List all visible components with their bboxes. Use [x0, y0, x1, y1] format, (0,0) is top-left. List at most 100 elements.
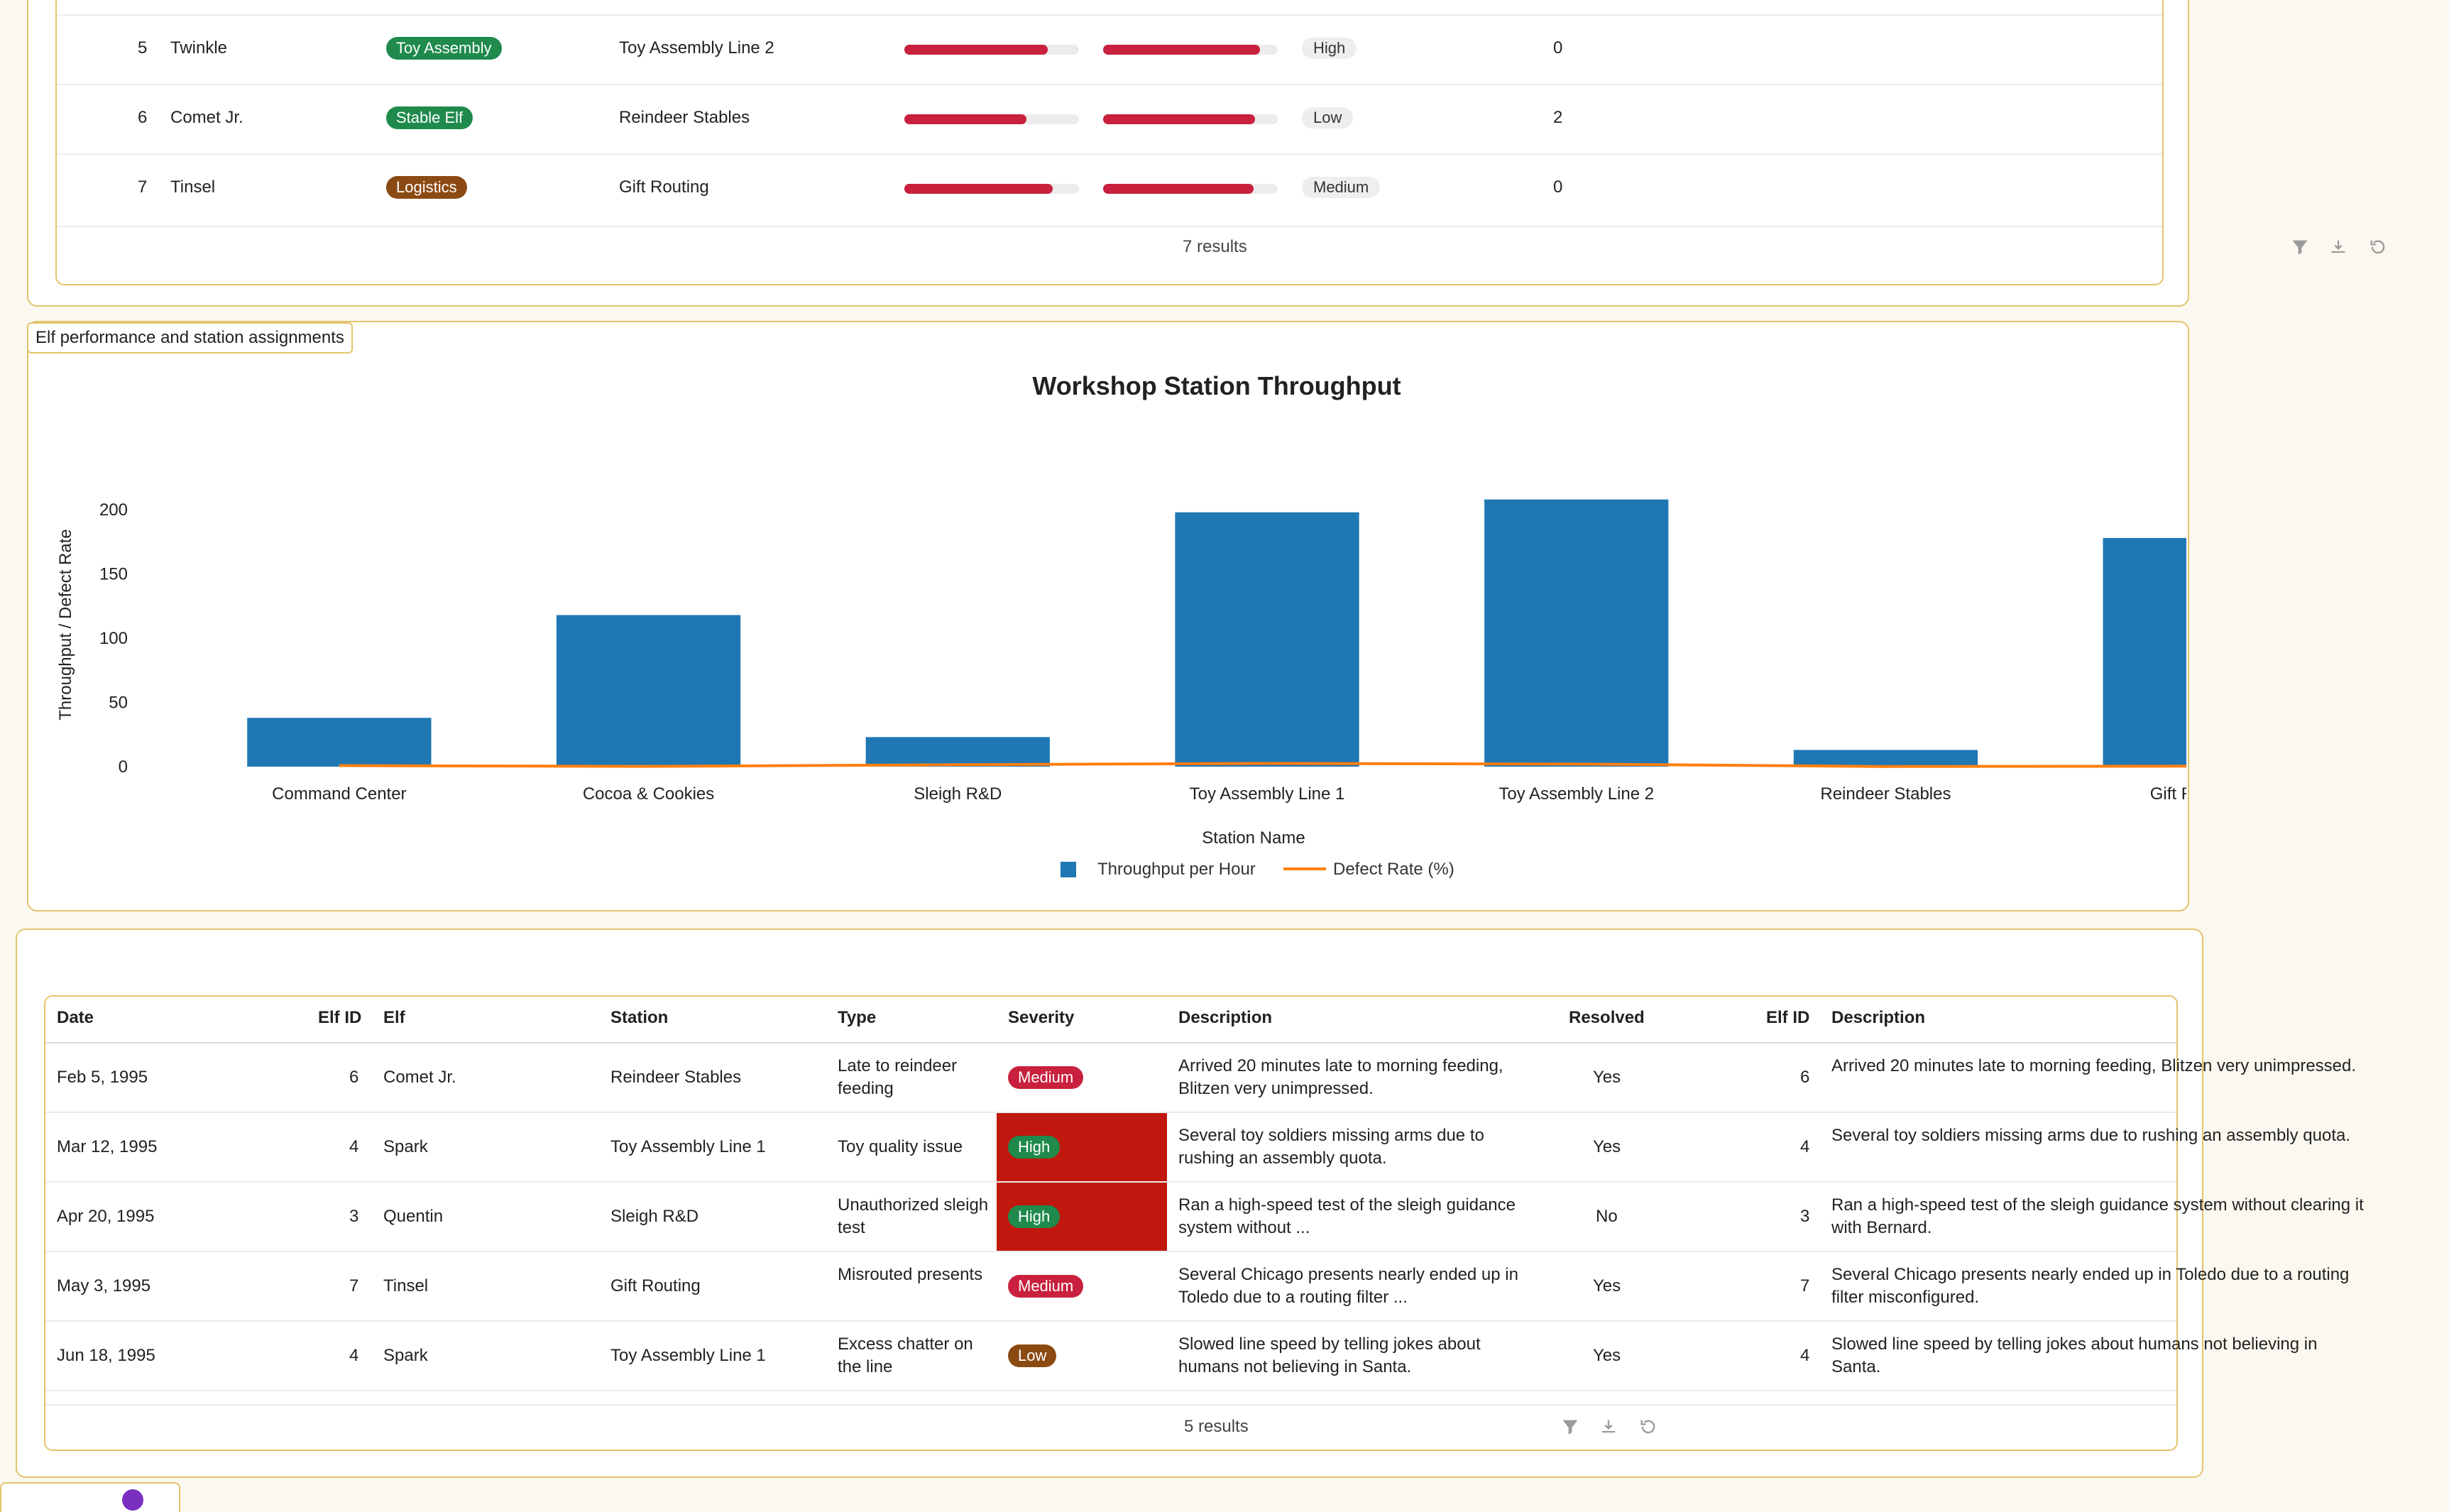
- priority-chip: High: [1302, 38, 1357, 59]
- severity-badge: Medium: [1008, 1066, 1084, 1089]
- reset-icon[interactable]: [2368, 237, 2388, 257]
- chart-panel: [27, 321, 2189, 911]
- y-tick-label: 200: [99, 500, 128, 520]
- station-name: Toy Assembly Line 2: [619, 38, 774, 57]
- cell-elf-id: 6: [349, 1068, 359, 1087]
- cell-resolved: Yes: [1593, 1346, 1621, 1365]
- cell-date: Jun 18, 1995: [57, 1346, 155, 1365]
- table-row[interactable]: Feb 5, 1995 6 Comet Jr. Reindeer Stables…: [45, 1043, 2356, 1112]
- incidents-table: Date Elf ID Elf Station Type Severity De…: [44, 995, 2364, 1451]
- cell-description-2: Several toy soldiers missing arms due to…: [1831, 1126, 2351, 1145]
- cell-resolved: Yes: [1593, 1137, 1621, 1156]
- cell-station: Toy Assembly Line 1: [610, 1137, 766, 1156]
- cell-elf: Tinsel: [383, 1276, 429, 1295]
- cell-description: Ran a high-speed test of the sleigh guid…: [1178, 1195, 1516, 1237]
- priority-chip: Low: [1302, 107, 1354, 128]
- cell-elf-id: 4: [349, 1137, 359, 1156]
- severity-badge: Low: [1008, 1344, 1057, 1367]
- legend-label-defect: Defect Rate (%): [1333, 860, 1454, 879]
- station-name: Gift Routing: [619, 177, 709, 197]
- header-elf-id-2[interactable]: Elf ID: [1766, 1008, 1810, 1027]
- row-divider: [57, 14, 2162, 16]
- cell-elf: Spark: [383, 1346, 428, 1365]
- header-severity[interactable]: Severity: [1008, 1008, 1075, 1027]
- progress-fill-2: [1103, 114, 1256, 124]
- dept-badge: Toy Assembly: [386, 37, 502, 60]
- legend-label-throughput: Throughput per Hour: [1097, 860, 1256, 879]
- bar-3[interactable]: [1175, 512, 1359, 767]
- bottom-tab-partial[interactable]: [0, 1482, 180, 1512]
- chart-tooltip: Elf performance and station assignments: [27, 322, 353, 354]
- throughput-chart: Workshop Station Throughput Throughput /…: [56, 371, 2186, 879]
- station-name: Reindeer Stables: [619, 108, 750, 127]
- reset-icon[interactable]: [1638, 1417, 1658, 1437]
- header-elf[interactable]: Elf: [383, 1008, 405, 1027]
- x-tick-label: Command Center: [272, 784, 406, 804]
- cell-elf-id-2: 4: [1800, 1137, 1810, 1156]
- cell-elf-id-2: 6: [1800, 1068, 1810, 1087]
- row-number: 7: [138, 177, 148, 197]
- cell-date: Feb 5, 1995: [57, 1068, 148, 1087]
- cell-description-2: Arrived 20 minutes late to morning feedi…: [1831, 1056, 2357, 1075]
- header-date[interactable]: Date: [57, 1008, 94, 1027]
- cell-description-2: Several Chicago presents nearly ended up…: [1831, 1265, 2350, 1307]
- footer-divider: [57, 226, 2162, 227]
- header-station[interactable]: Station: [610, 1008, 669, 1027]
- dept-badge: Logistics: [386, 176, 467, 199]
- bar-1[interactable]: [556, 615, 741, 767]
- cell-station: Sleigh R&D: [610, 1207, 699, 1226]
- cell-type: Misrouted presents: [838, 1265, 983, 1284]
- table-row[interactable]: Apr 20, 1995 3 Quentin Sleigh R&D Unauth…: [45, 1183, 2364, 1251]
- bar-2[interactable]: [865, 737, 1050, 767]
- table-row[interactable]: 7 Tinsel Logistics Gift Routing Medium 0: [57, 155, 2162, 224]
- cell-resolved: No: [1596, 1207, 1618, 1226]
- table-row[interactable]: 5 Twinkle Toy Assembly Toy Assembly Line…: [57, 16, 2162, 84]
- cell-description: Several toy soldiers missing arms due to…: [1178, 1126, 1484, 1168]
- x-tick-label: Toy Assembly Line 2: [1499, 784, 1654, 804]
- severity-badge: Medium: [1008, 1275, 1084, 1298]
- severity-badge: High: [1008, 1136, 1061, 1158]
- download-icon[interactable]: [2328, 237, 2348, 257]
- bar-0[interactable]: [247, 718, 432, 767]
- progress-fill-2: [1103, 184, 1254, 194]
- bar-6[interactable]: [2103, 537, 2186, 767]
- elf-table: 5 Twinkle Toy Assembly Toy Assembly Line…: [55, 0, 2385, 285]
- header-description[interactable]: Description: [1178, 1008, 1273, 1027]
- cell-station: Toy Assembly Line 1: [610, 1346, 766, 1365]
- cell-type: Excess chatter on the line: [838, 1335, 973, 1376]
- incident-count: 0: [1553, 177, 1563, 197]
- cell-elf-id: 4: [349, 1346, 359, 1365]
- header-elf-id[interactable]: Elf ID: [318, 1008, 362, 1027]
- cell-date: Mar 12, 1995: [57, 1137, 158, 1156]
- table-row[interactable]: Mar 12, 1995 4 Spark Toy Assembly Line 1…: [45, 1113, 2350, 1181]
- download-icon[interactable]: [1599, 1417, 1618, 1437]
- progress-bar-1: [904, 184, 1079, 194]
- header-resolved[interactable]: Resolved: [1569, 1008, 1645, 1027]
- x-tick-label: Cocoa & Cookies: [583, 784, 714, 804]
- x-axis-label: Station Name: [1202, 828, 1305, 848]
- bar-4[interactable]: [1484, 499, 1669, 767]
- filter-icon[interactable]: [2290, 237, 2310, 257]
- x-tick-label: Sleigh R&D: [914, 784, 1002, 804]
- y-tick-label: 50: [109, 694, 128, 713]
- footer-divider: [45, 1404, 2176, 1406]
- header-type[interactable]: Type: [838, 1008, 877, 1027]
- cell-resolved: Yes: [1593, 1068, 1621, 1087]
- progress-bar-1: [904, 45, 1079, 55]
- cell-elf-id-2: 4: [1800, 1346, 1810, 1365]
- cell-type: Late to reindeer feeding: [838, 1056, 958, 1098]
- header-description-2[interactable]: Description: [1831, 1008, 1926, 1027]
- filter-icon[interactable]: [1560, 1417, 1580, 1437]
- cell-date: May 3, 1995: [57, 1276, 151, 1295]
- row-divider: [45, 1112, 2176, 1113]
- progress-fill-1: [904, 45, 1048, 55]
- table-row[interactable]: 6 Comet Jr. Stable Elf Reindeer Stables …: [57, 85, 2162, 153]
- table-row[interactable]: Jun 18, 1995 4 Spark Toy Assembly Line 1…: [45, 1322, 2317, 1390]
- bar-5[interactable]: [1793, 750, 1978, 767]
- cell-resolved: Yes: [1593, 1276, 1621, 1295]
- cell-description: Arrived 20 minutes late to morning feedi…: [1178, 1056, 1503, 1098]
- row-divider: [45, 1181, 2176, 1183]
- results-count: 7 results: [1183, 237, 1247, 256]
- table-row[interactable]: May 3, 1995 7 Tinsel Gift Routing Misrou…: [45, 1252, 2349, 1320]
- legend-swatch-throughput: [1061, 862, 1076, 877]
